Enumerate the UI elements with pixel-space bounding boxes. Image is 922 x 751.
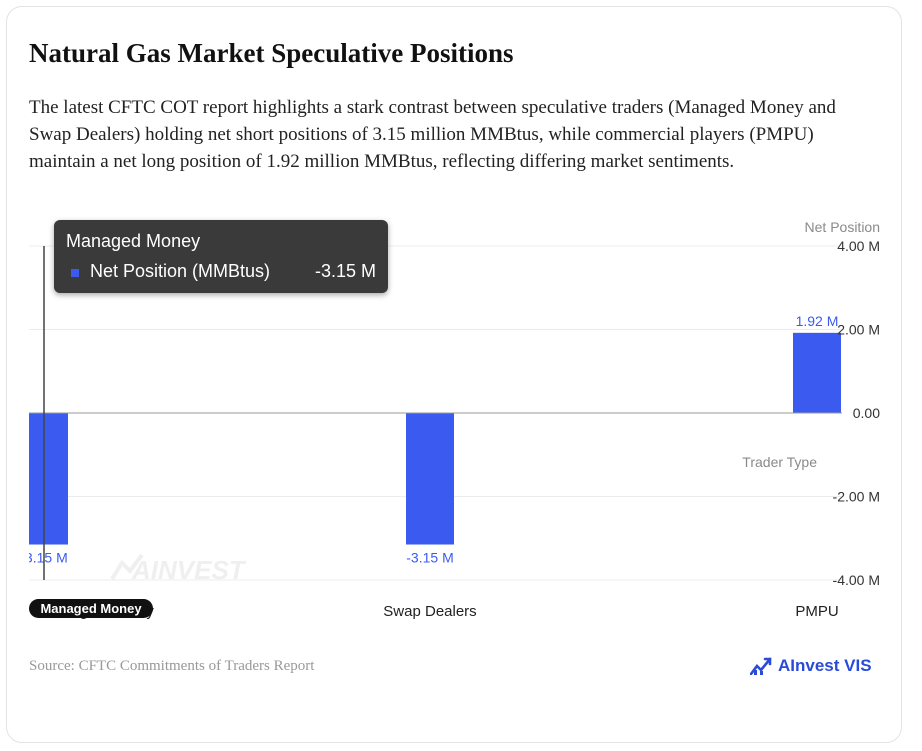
tooltip-series-label: Net Position (MMBtus) [90,261,271,281]
bar-managed-money[interactable] [20,413,68,545]
source-note: Source: CFTC Commitments of Traders Repo… [29,658,315,674]
data-label: -3.15 M [406,550,453,566]
data-label: 1.92 M [796,313,839,329]
tooltip-title: Managed Money [66,231,201,251]
highlight-pill-bg [29,599,153,618]
brand-logo[interactable]: AInvest VIS [750,656,872,676]
y-tick-label: 2.00 M [837,322,880,338]
chart-title: Natural Gas Market Speculative Positions [29,38,514,68]
x-axis-title: Trader Type [742,454,817,470]
highlighted-category-pill: Managed Money [29,599,153,618]
y-tick-label: 4.00 M [837,238,880,254]
y-axis: 4.00 M 2.00 M 0.00 -2.00 M -4.00 M [833,238,881,588]
y-tick-label: -4.00 M [833,572,880,588]
watermark: AINVEST [110,553,247,585]
bar-pmpu[interactable] [793,332,841,413]
x-axis: Managed Money Swap Dealers PMPU [42,603,839,620]
bar-swap-dealers[interactable] [406,413,454,545]
x-tick-label[interactable]: Swap Dealers [383,603,476,620]
tooltip-value: -3.15 M [314,261,376,281]
data-labels-layer: -3.15 M -3.15 M 1.92 M [20,313,839,566]
brand-name: AInvest VIS [778,656,872,675]
chart-card [6,6,902,743]
highlight-pill-label: Managed Money [40,601,142,616]
bars-layer[interactable] [20,332,841,545]
tooltip: Managed Money Net Position (MMBtus) -3.1… [54,220,388,293]
brand-chart-icon [750,657,772,675]
data-label: -3.15 M [20,550,67,566]
tooltip-series-swatch [71,269,79,277]
svg-text:AINVEST: AINVEST [131,555,247,585]
y-tick-label: 0.00 [853,405,880,421]
chart-subtitle: The latest CFTC COT report highlights a … [29,97,836,172]
x-tick-label[interactable]: PMPU [795,603,838,620]
y-axis-title: Net Position [805,219,880,235]
y-tick-label: -2.00 M [833,489,880,505]
